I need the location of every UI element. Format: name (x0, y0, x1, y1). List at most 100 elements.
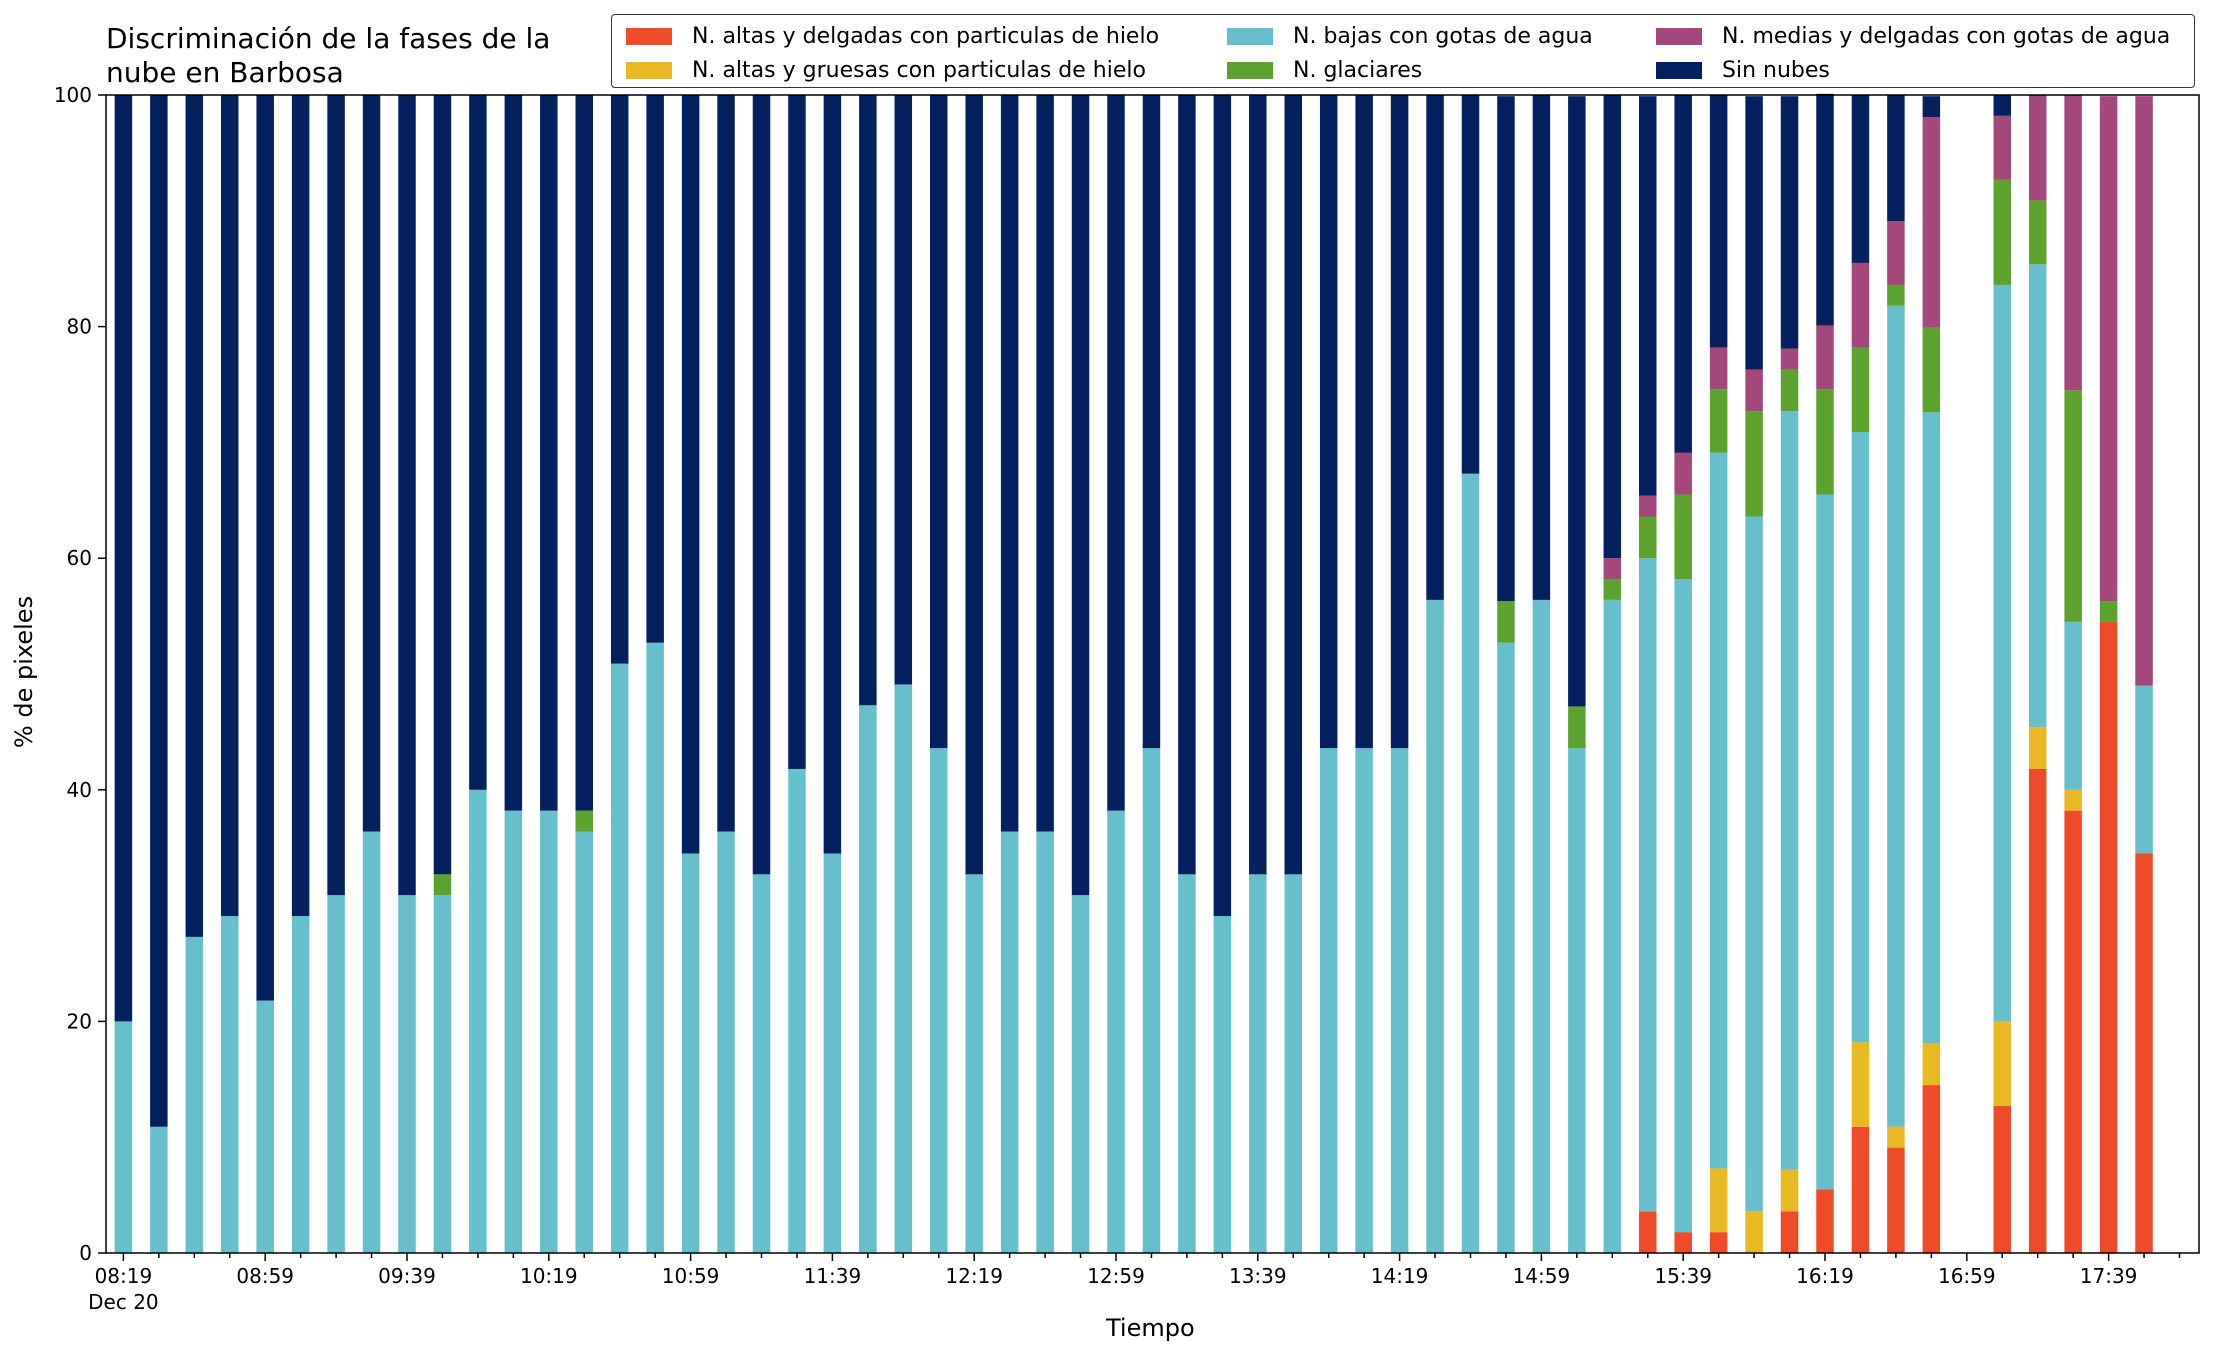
bar-segment-09:09-s2 (291, 916, 310, 1253)
bar-segment-17:09-s4 (1993, 115, 2011, 180)
y-axis-label: % de pixeles (10, 596, 38, 748)
bar-segment-12:39-s5 (1036, 95, 1054, 832)
bar-segment-12:19-s2 (965, 874, 983, 1253)
bar-segment-17:29-s2 (2064, 621, 2082, 790)
bar-segment-11:19-s5 (752, 95, 771, 875)
x-tick-label: 08:59 (236, 1264, 294, 1288)
bar-segment-15:39-s0 (1674, 1232, 1692, 1253)
legend-swatch (626, 28, 672, 45)
bar-segment-12:59-s2 (1107, 810, 1125, 1253)
bar-segment-13:59-s2 (1319, 748, 1338, 1253)
bar-segment-15:19-s2 (1603, 599, 1622, 1253)
bar-segment-15:39-s2 (1674, 579, 1692, 1233)
x-tick-label: 10:19 (520, 1264, 578, 1288)
bar-segment-16:19-s3 (1816, 389, 1834, 495)
x-tick-label: 12:59 (1087, 1264, 1145, 1288)
bar-segment-17:09-s5 (1993, 95, 2011, 116)
bar-segment-16:49-s5 (1922, 96, 1941, 117)
x-tick-label: 14:59 (1513, 1264, 1571, 1288)
bar-segment-14:59-s2 (1532, 599, 1551, 1253)
legend-item-bajas-agua: N. bajas con gotas de agua (1227, 24, 1593, 49)
bar-segment-14:29-s5 (1426, 95, 1444, 600)
bar-segment-11:39-s5 (823, 95, 842, 854)
bar-segment-09:29-s2 (362, 831, 381, 1253)
bar-segment-09:39-s2 (398, 895, 416, 1253)
x-tick-label: 14:19 (1371, 1264, 1429, 1288)
bar-segment-15:39-s3 (1674, 494, 1692, 580)
legend-swatch (1227, 62, 1273, 79)
bar-segment-12:49-s2 (1071, 895, 1090, 1253)
bar-segment-15:09-s5 (1568, 96, 1586, 707)
bar-segment-16:19-s0 (1816, 1189, 1834, 1253)
bar-segment-12:39-s2 (1036, 831, 1054, 1253)
bar-segment-13:29-s2 (1213, 916, 1232, 1253)
bar-segment-13:09-s5 (1142, 95, 1161, 749)
bar-segment-14:49-s2 (1497, 642, 1515, 1253)
bar-segment-11:19-s2 (752, 874, 771, 1253)
x-tick-label: 16:19 (1796, 1264, 1854, 1288)
bar-segment-13:39-s2 (1249, 874, 1267, 1253)
bar-segment-11:49-s5 (859, 95, 877, 706)
bar-segment-17:09-s3 (1993, 179, 2011, 285)
bar-segment-12:09-s2 (930, 748, 948, 1253)
bar-segment-13:29-s5 (1213, 95, 1232, 917)
bar-segment-14:39-s2 (1461, 473, 1480, 1253)
legend-swatch (1656, 28, 1702, 45)
bar-segment-16:09-s0 (1780, 1211, 1799, 1253)
legend-label: N. altas y delgadas con particulas de hi… (692, 24, 1160, 49)
bar-segment-10:19-s5 (540, 95, 558, 811)
bar-segment-16:29-s4 (1851, 262, 1870, 348)
bar-segment-16:09-s1 (1780, 1169, 1799, 1212)
bar-segment-12:19-s5 (965, 95, 983, 875)
bar-segment-11:29-s5 (788, 95, 806, 769)
bar-segment-11:29-s2 (788, 768, 806, 1253)
bar-segment-16:19-s5 (1816, 93, 1834, 326)
bar-segment-08:59-s5 (256, 95, 274, 1001)
bar-segment-10:29-s2 (575, 831, 593, 1253)
bar-segment-17:39-s4 (2099, 96, 2118, 602)
bar-segment-15:39-s4 (1674, 452, 1692, 495)
bar-segment-08:29-s5 (150, 95, 168, 1127)
bar-segment-16:29-s5 (1851, 95, 1870, 263)
bar-segment-09:49-s2 (433, 895, 452, 1253)
bar-segment-14:49-s5 (1497, 96, 1515, 602)
bar-segment-16:39-s0 (1887, 1147, 1905, 1253)
bar-segment-10:29-s5 (575, 95, 593, 811)
bar-segment-14:09-s2 (1355, 748, 1373, 1253)
x-tick-label: 11:39 (804, 1264, 862, 1288)
bar-segment-15:59-s1 (1745, 1211, 1763, 1253)
bar-segment-16:39-s4 (1887, 221, 1905, 285)
bar-segment-12:49-s5 (1071, 95, 1090, 896)
bar-segment-10:49-s2 (646, 642, 664, 1253)
bar-segment-11:59-s2 (894, 684, 913, 1253)
bar-segment-17:39-s3 (2099, 601, 2118, 622)
bar-segment-15:29-s0 (1639, 1211, 1657, 1253)
y-tick-label: 60 (67, 546, 92, 570)
bar-segment-13:49-s5 (1284, 95, 1302, 875)
bar-segment-14:59-s5 (1532, 95, 1551, 600)
y-tick-label: 80 (67, 315, 92, 339)
bar-segment-10:29-s3 (575, 810, 593, 832)
bar-segment-13:19-s5 (1178, 95, 1196, 875)
bar-segment-16:39-s1 (1887, 1126, 1905, 1148)
bar-segment-17:09-s2 (1993, 284, 2011, 1022)
bar-segment-09:59-s5 (469, 95, 487, 790)
bar-segment-11:09-s5 (717, 95, 735, 832)
bar-segment-11:39-s2 (823, 853, 842, 1253)
bar-segment-11:49-s2 (859, 705, 877, 1253)
bar-segment-16:09-s4 (1780, 348, 1799, 370)
bar-segment-14:19-s2 (1390, 748, 1409, 1253)
bar-segment-10:19-s2 (540, 810, 558, 1253)
bar-segment-15:29-s2 (1639, 558, 1657, 1212)
x-date-label: Dec 20 (88, 1290, 159, 1314)
bar-segment-09:19-s2 (327, 895, 345, 1253)
bar-segment-15:49-s2 (1709, 452, 1728, 1169)
bar-segment-17:49-s2 (2135, 685, 2153, 854)
bar-segment-16:49-s3 (1922, 327, 1941, 413)
y-tick-label: 20 (67, 1009, 92, 1033)
bar-segment-15:49-s3 (1709, 389, 1728, 453)
bar-segment-15:59-s5 (1745, 96, 1763, 370)
bar-segment-17:19-s2 (2028, 264, 2047, 728)
bar-segment-17:49-s0 (2135, 853, 2153, 1253)
x-tick-label: 12:19 (945, 1264, 1003, 1288)
